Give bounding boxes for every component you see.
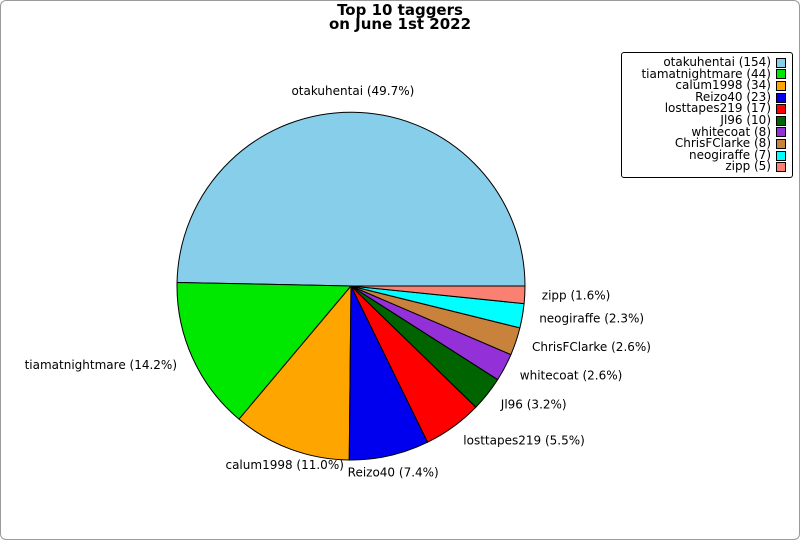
pie-slice-calum1998 xyxy=(238,285,352,461)
legend-label: whitecoat (8) xyxy=(691,124,771,139)
legend-label: otakuhentai (154) xyxy=(663,55,771,69)
legend-swatch xyxy=(776,69,786,80)
legend-item-otakuhentai: otakuhentai (154) xyxy=(622,55,786,69)
chart-title: Top 10 taggers on June 1st 2022 xyxy=(1,1,799,33)
legend: otakuhentai (154) tiamatnightmare (44) cal… xyxy=(621,52,793,178)
legend-swatch xyxy=(776,150,786,161)
pie-label-ChrisFClarke: ChrisFClarke (2.6%) xyxy=(532,340,651,354)
pie-label-zipp: zipp (1.6%) xyxy=(542,289,611,303)
chart-title-line2: on June 1st 2022 xyxy=(328,14,472,33)
pie-label-Reizo40: Reizo40 (7.4%) xyxy=(348,465,439,479)
legend-label: zipp (5) xyxy=(725,159,771,174)
legend-swatch xyxy=(776,57,786,68)
legend-item-ChrisFClarke: ChrisFClarke (8) xyxy=(622,136,786,151)
legend-label: Reizo40 (23) xyxy=(695,89,771,104)
legend-label: ChrisFClarke (8) xyxy=(674,136,771,151)
legend-swatch xyxy=(776,92,786,103)
pie-label-tiamatnightmare: tiamatnightmare (14.2%) xyxy=(25,358,177,372)
legend-label: calum1998 (34) xyxy=(675,78,771,93)
legend-item-zipp: zipp (5) xyxy=(622,161,786,173)
legend-item-neogiraffe: neogiraffe (7) xyxy=(622,147,786,162)
pie-label-otakuhentai: otakuhentai (49.7%) xyxy=(291,84,414,98)
pie-label-neogiraffe: neogiraffe (2.3%) xyxy=(539,312,644,326)
pie-label-calum1998: calum1998 (11.0%) xyxy=(225,458,343,472)
legend-item-calum1998: calum1998 (34) xyxy=(622,78,786,93)
pie-slice-tiamatnightmare xyxy=(176,281,352,420)
pie-slice-otakuhentai xyxy=(176,111,526,287)
legend-item-Reizo40: Reizo40 (23) xyxy=(622,89,786,104)
legend-swatch xyxy=(776,80,786,91)
pie-slice-zipp xyxy=(350,285,526,305)
legend-item-tiamatnightmare: tiamatnightmare (44) xyxy=(622,66,786,81)
legend-item-Jl96: Jl96 (10) xyxy=(622,112,786,127)
legend-label: losttapes219 (17) xyxy=(664,101,771,116)
pie-label-Jl96: Jl96 (3.2%) xyxy=(500,397,567,411)
legend-swatch xyxy=(776,138,786,149)
pie-label-whitecoat: whitecoat (2.6%) xyxy=(520,368,623,382)
legend-swatch xyxy=(776,115,786,126)
chart-title-line1: Top 10 taggers xyxy=(337,1,463,19)
legend-label: Jl96 (10) xyxy=(720,112,771,127)
legend-swatch xyxy=(776,162,786,173)
legend-label: neogiraffe (7) xyxy=(688,147,771,162)
legend-swatch xyxy=(776,104,786,115)
pie-label-losttapes219: losttapes219 (5.5%) xyxy=(463,434,585,448)
legend-label: tiamatnightmare (44) xyxy=(641,66,771,81)
legend-swatch xyxy=(776,127,786,138)
legend-item-losttapes219: losttapes219 (17) xyxy=(622,103,786,115)
legend-item-whitecoat: whitecoat (8) xyxy=(622,124,786,139)
